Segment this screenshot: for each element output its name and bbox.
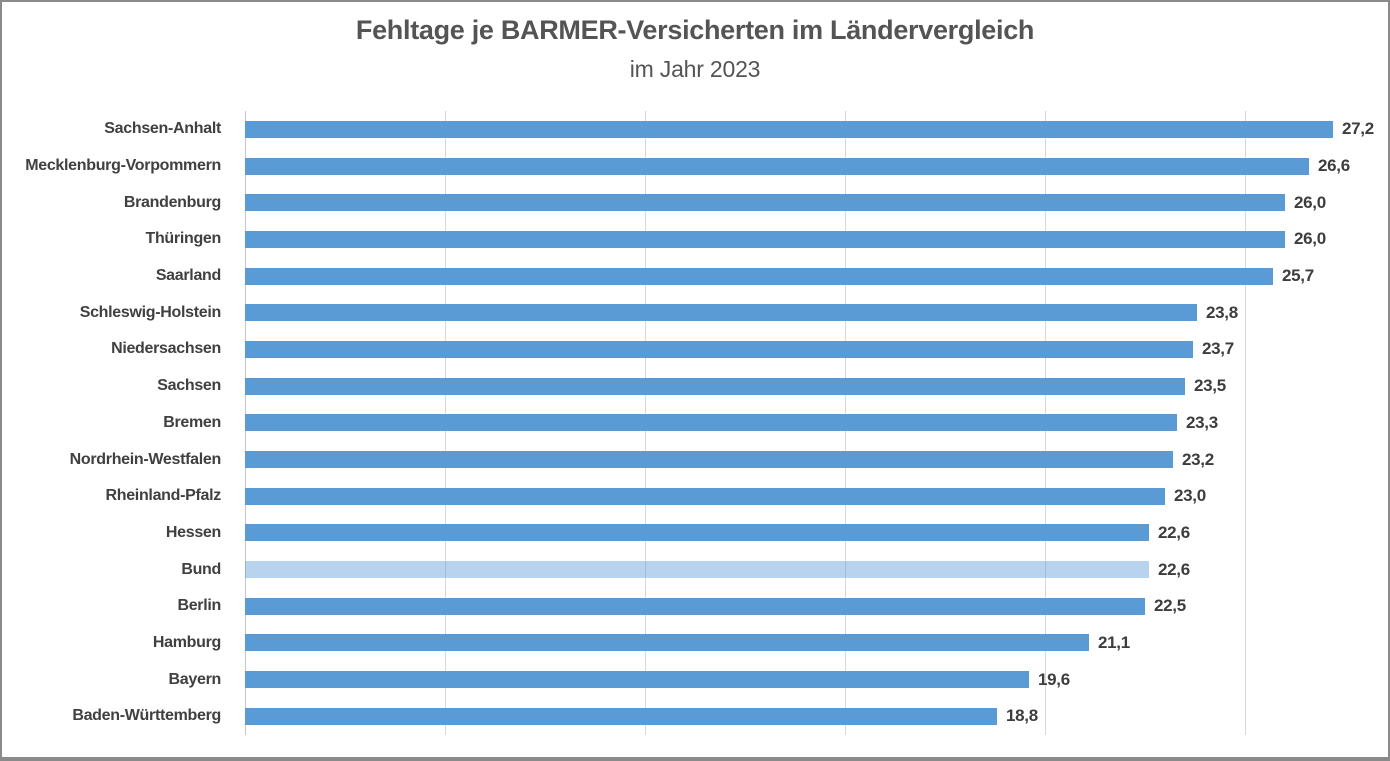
category-label: Brandenburg: [123, 193, 221, 211]
value-label: 23,2: [1182, 449, 1214, 469]
bar-row: 23,5: [245, 368, 1388, 405]
bar-row: 26,0: [245, 221, 1388, 258]
bar-row: 23,2: [245, 441, 1388, 478]
category-label: Niedersachsen: [111, 340, 221, 358]
bar: [245, 230, 1285, 248]
bar: [245, 157, 1309, 175]
bar-row: 21,1: [245, 625, 1388, 662]
category-label: Berlin: [177, 597, 221, 615]
bar: [245, 487, 1165, 505]
gridline: [1245, 111, 1246, 735]
category-axis: Sachsen-Anhalt Mecklenburg-Vorpommern Bran…: [2, 111, 233, 735]
value-label: 22,6: [1158, 522, 1190, 542]
bar: [245, 304, 1197, 322]
bar: [245, 340, 1193, 358]
bar: [245, 597, 1145, 615]
category-label: Sachsen-Anhalt: [104, 120, 221, 138]
bar: [245, 671, 1029, 689]
value-label: 21,1: [1098, 632, 1130, 652]
category-label: Mecklenburg-Vorpommern: [25, 157, 221, 175]
value-label: 18,8: [1006, 706, 1038, 726]
category-label: Schleswig-Holstein: [79, 303, 222, 321]
bar: [245, 634, 1089, 652]
bar-row: 22,5: [245, 588, 1388, 625]
category-label: Sachsen: [157, 377, 221, 395]
bar: [245, 414, 1177, 432]
value-label: 22,6: [1158, 559, 1190, 579]
chart-title: Fehltage je BARMER-Versicherten im Lände…: [355, 15, 1035, 45]
bar: [245, 524, 1149, 542]
value-label: 23,0: [1174, 486, 1206, 506]
category-label: Hamburg: [152, 633, 221, 651]
bar-row: 22,6: [245, 551, 1388, 588]
value-label: 26,0: [1294, 192, 1326, 212]
bar-row: 22,6: [245, 515, 1388, 552]
value-label: 26,6: [1318, 156, 1350, 176]
category-label: Thüringen: [145, 230, 221, 248]
category-label: Rheinland-Pfalz: [105, 487, 221, 505]
category-label: Hessen: [165, 523, 221, 541]
value-label: 22,5: [1154, 596, 1186, 616]
value-label: 23,5: [1194, 376, 1226, 396]
category-label: Baden-Württemberg: [72, 707, 221, 725]
bar-row: 26,0: [245, 184, 1388, 221]
bar-row: 23,7: [245, 331, 1388, 368]
bar-row: 23,3: [245, 405, 1388, 442]
bar-highlight-bund: [245, 561, 1149, 579]
value-label: 26,0: [1294, 229, 1326, 249]
bar-row: 23,0: [245, 478, 1388, 515]
bar: [245, 377, 1185, 395]
bar-row: 26,6: [245, 148, 1388, 185]
plot-area: 27,2 26,6 26,0 26,0 25,7 23,8 23,7 23,5 23,3 23,2…: [245, 111, 1388, 735]
category-label: Bayern: [168, 670, 222, 688]
chart-subtitle: im Jahr 2023: [629, 56, 761, 82]
value-label: 19,6: [1038, 669, 1070, 689]
bar: [245, 707, 997, 725]
bar-row: 19,6: [245, 661, 1388, 698]
value-label: 23,7: [1202, 339, 1234, 359]
bar-row: 18,8: [245, 698, 1388, 735]
bar: [245, 120, 1333, 138]
bar-row: 25,7: [245, 258, 1388, 295]
category-label: Saarland: [155, 267, 221, 285]
bar: [245, 194, 1285, 212]
bar-row: 23,8: [245, 294, 1388, 331]
category-label: Nordrhein-Westfalen: [69, 450, 222, 468]
category-label: Bund: [181, 560, 221, 578]
bar-row: 27,2: [245, 111, 1388, 148]
value-label: 27,2: [1342, 119, 1374, 139]
value-label: 23,3: [1186, 412, 1218, 432]
value-label: 25,7: [1282, 266, 1314, 286]
category-label: Bremen: [163, 413, 221, 431]
bar: [245, 451, 1173, 469]
value-label: 23,8: [1206, 302, 1238, 322]
bar: [245, 267, 1273, 285]
